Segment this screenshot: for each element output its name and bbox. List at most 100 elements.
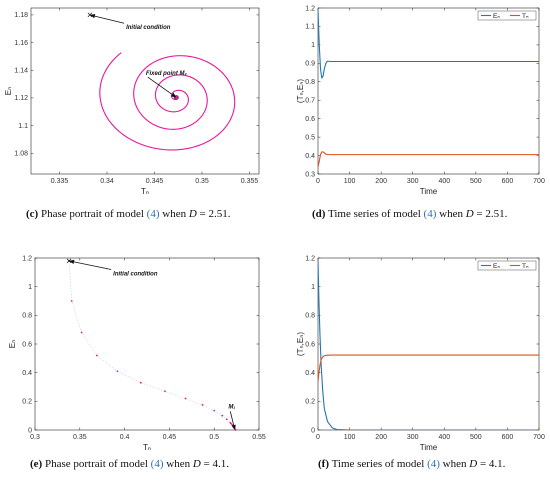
caption-e-label: (e): [30, 458, 43, 470]
x-tick-label-c: 0.355: [241, 178, 259, 185]
y-tick-label-f: 0.8: [305, 313, 315, 320]
initial-condition-marker: [66, 258, 72, 264]
trajectory-point: [95, 354, 98, 357]
y-tick-label-e: 0.8: [22, 313, 32, 320]
x-axis-label-d: Time: [420, 187, 438, 196]
y-tick-label-d: 0.6: [305, 116, 315, 123]
x-tick-label-d: 400: [438, 178, 450, 185]
y-tick-label-c: 1.08: [14, 151, 28, 158]
annotation-arrow-c: [94, 15, 125, 24]
caption-e-when: when: [166, 458, 191, 470]
x-axis-label-c: Tₙ: [141, 187, 149, 196]
annotation-label-e: M₁: [228, 404, 235, 410]
plot-area-d: [317, 7, 540, 175]
x-tick-label-c: 0.35: [195, 178, 209, 185]
caption-c-var: D: [188, 208, 197, 220]
caption-f-var: D: [469, 458, 478, 470]
panel-d: 0 100 200 300 400 500 600 700 0.3 0.4 0.5 0.6 0.7 0.8…: [296, 5, 545, 196]
trajectory-point: [139, 381, 142, 384]
y-tick-label-d: 0.8: [305, 79, 315, 86]
y-tick-label-d: 1: [311, 42, 315, 49]
y-tick-label-c: 1.1: [18, 123, 28, 130]
y-tick-label-d: 1.2: [305, 5, 315, 12]
caption-d-ref[interactable]: (4): [423, 208, 437, 220]
caption-f-eq: = 4.1.: [479, 458, 506, 470]
caption-f-ref[interactable]: (4): [427, 458, 440, 470]
plot-area-c: [30, 7, 260, 175]
caption-e: (e) Phase portrait of model (4) when D =…: [30, 458, 229, 470]
x-tick-label-e: 0.45: [163, 434, 177, 441]
y-tick-label-e: 0: [28, 427, 32, 434]
plot-area-f: [317, 257, 540, 431]
annotation-arrowhead-c: [89, 13, 96, 19]
x-tick-label-f: 700: [533, 434, 545, 441]
y-tick-label-e: 0.6: [22, 341, 32, 348]
legend-label-d-0: Eₙ: [493, 13, 500, 20]
y-tick-label-f: 0.6: [305, 341, 315, 348]
caption-c-text: Phase portrait of model: [40, 208, 144, 220]
series-line-d-1: [318, 151, 539, 168]
x-tick-label-e: 0.4: [120, 434, 130, 441]
x-tick-label-d: 100: [344, 178, 356, 185]
caption-c-when: when: [162, 208, 187, 220]
legend-label-d-1: Tₙ: [522, 13, 529, 20]
caption-f: (f) Time series of model (4) when D = 4.…: [318, 458, 505, 470]
y-tick-label-e: 1: [28, 284, 32, 291]
annotation-arrowhead-c: [171, 92, 177, 98]
y-tick-label-d: 0.3: [305, 171, 315, 178]
y-tick-label-d: 0.9: [305, 61, 315, 68]
plot-area-e: [34, 257, 260, 431]
trajectory-point: [164, 390, 166, 393]
caption-f-text: Time series of model: [331, 458, 425, 470]
caption-d-var: D: [465, 208, 474, 220]
caption-e-ref[interactable]: (4): [150, 458, 164, 470]
series-line-f-0: [318, 260, 539, 430]
trajectory-point: [116, 370, 119, 373]
caption-d-when: when: [439, 208, 463, 220]
caption-f-when: when: [442, 458, 467, 470]
y-tick-label-d: 0.4: [305, 153, 315, 160]
caption-c-ref[interactable]: (4): [146, 208, 160, 220]
x-tick-label-c: 0.345: [146, 178, 164, 185]
y-tick-label-c: 1.18: [14, 12, 28, 19]
y-tick-label-d: 0.7: [305, 98, 315, 105]
x-tick-label-e: 0.3: [30, 434, 40, 441]
panel-f: 0 100 200 300 400 500 600 700 0 0.2 0.4 0.6 0.8 1 1.2 T…: [296, 255, 545, 452]
legend-label-f-1: Tₙ: [522, 263, 529, 270]
annotation-arrowhead-e: [69, 259, 75, 265]
annotation-arrow-e: [229, 411, 235, 426]
y-axis-label-d: (Tₙ,Eₙ): [296, 79, 305, 103]
x-axis-label-f: Time: [420, 443, 438, 452]
y-tick-label-d: 1.1: [305, 24, 315, 31]
y-tick-label-f: 1: [311, 284, 315, 291]
y-tick-label-c: 1.14: [14, 68, 28, 75]
caption-e-text: Phase portrait of model: [44, 458, 148, 470]
legend-label-f-0: Eₙ: [493, 263, 500, 270]
panel-c: 0.335 0.34 0.345 0.35 0.355 1.08 1.1 1.12 1.14 1.…: [4, 7, 260, 196]
y-tick-label-e: 0.4: [22, 370, 32, 377]
caption-d-text: Time series of model: [328, 208, 421, 220]
y-tick-label-e: 0.2: [22, 399, 32, 406]
phase-trajectory-c: [99, 52, 236, 151]
y-tick-label-c: 1.12: [14, 95, 28, 102]
caption-d: (d) Time series of model (4) when D = 2.…: [312, 208, 507, 220]
caption-e-var: D: [192, 458, 201, 470]
x-tick-label-c: 0.335: [51, 178, 69, 185]
trajectory-path-e: [68, 260, 236, 431]
panel-e: 0.3 0.35 0.4 0.45 0.5 0.55 0 0.2 0.4 0.6 0.8 1 1.2 Tₙ…: [8, 255, 266, 452]
y-axis-label-f: (Tₙ,Eₙ): [296, 332, 305, 356]
caption-d-eq: = 2.51.: [476, 208, 508, 220]
x-tick-label-f: 100: [344, 434, 356, 441]
annotation-arrow-e: [73, 261, 112, 270]
caption-e-eq: = 4.1.: [203, 458, 229, 470]
x-tick-label-e: 0.35: [73, 434, 87, 441]
x-tick-label-d: 300: [407, 178, 419, 185]
y-tick-label-f: 0: [311, 427, 315, 434]
x-tick-label-d: 500: [470, 178, 482, 185]
x-tick-label-c: 0.34: [100, 178, 114, 185]
initial-condition-marker: [87, 12, 93, 18]
annotation-label-c: Fixed point M₂: [146, 71, 188, 77]
trajectory-point: [201, 404, 204, 406]
series-line-d-0: [318, 9, 539, 79]
